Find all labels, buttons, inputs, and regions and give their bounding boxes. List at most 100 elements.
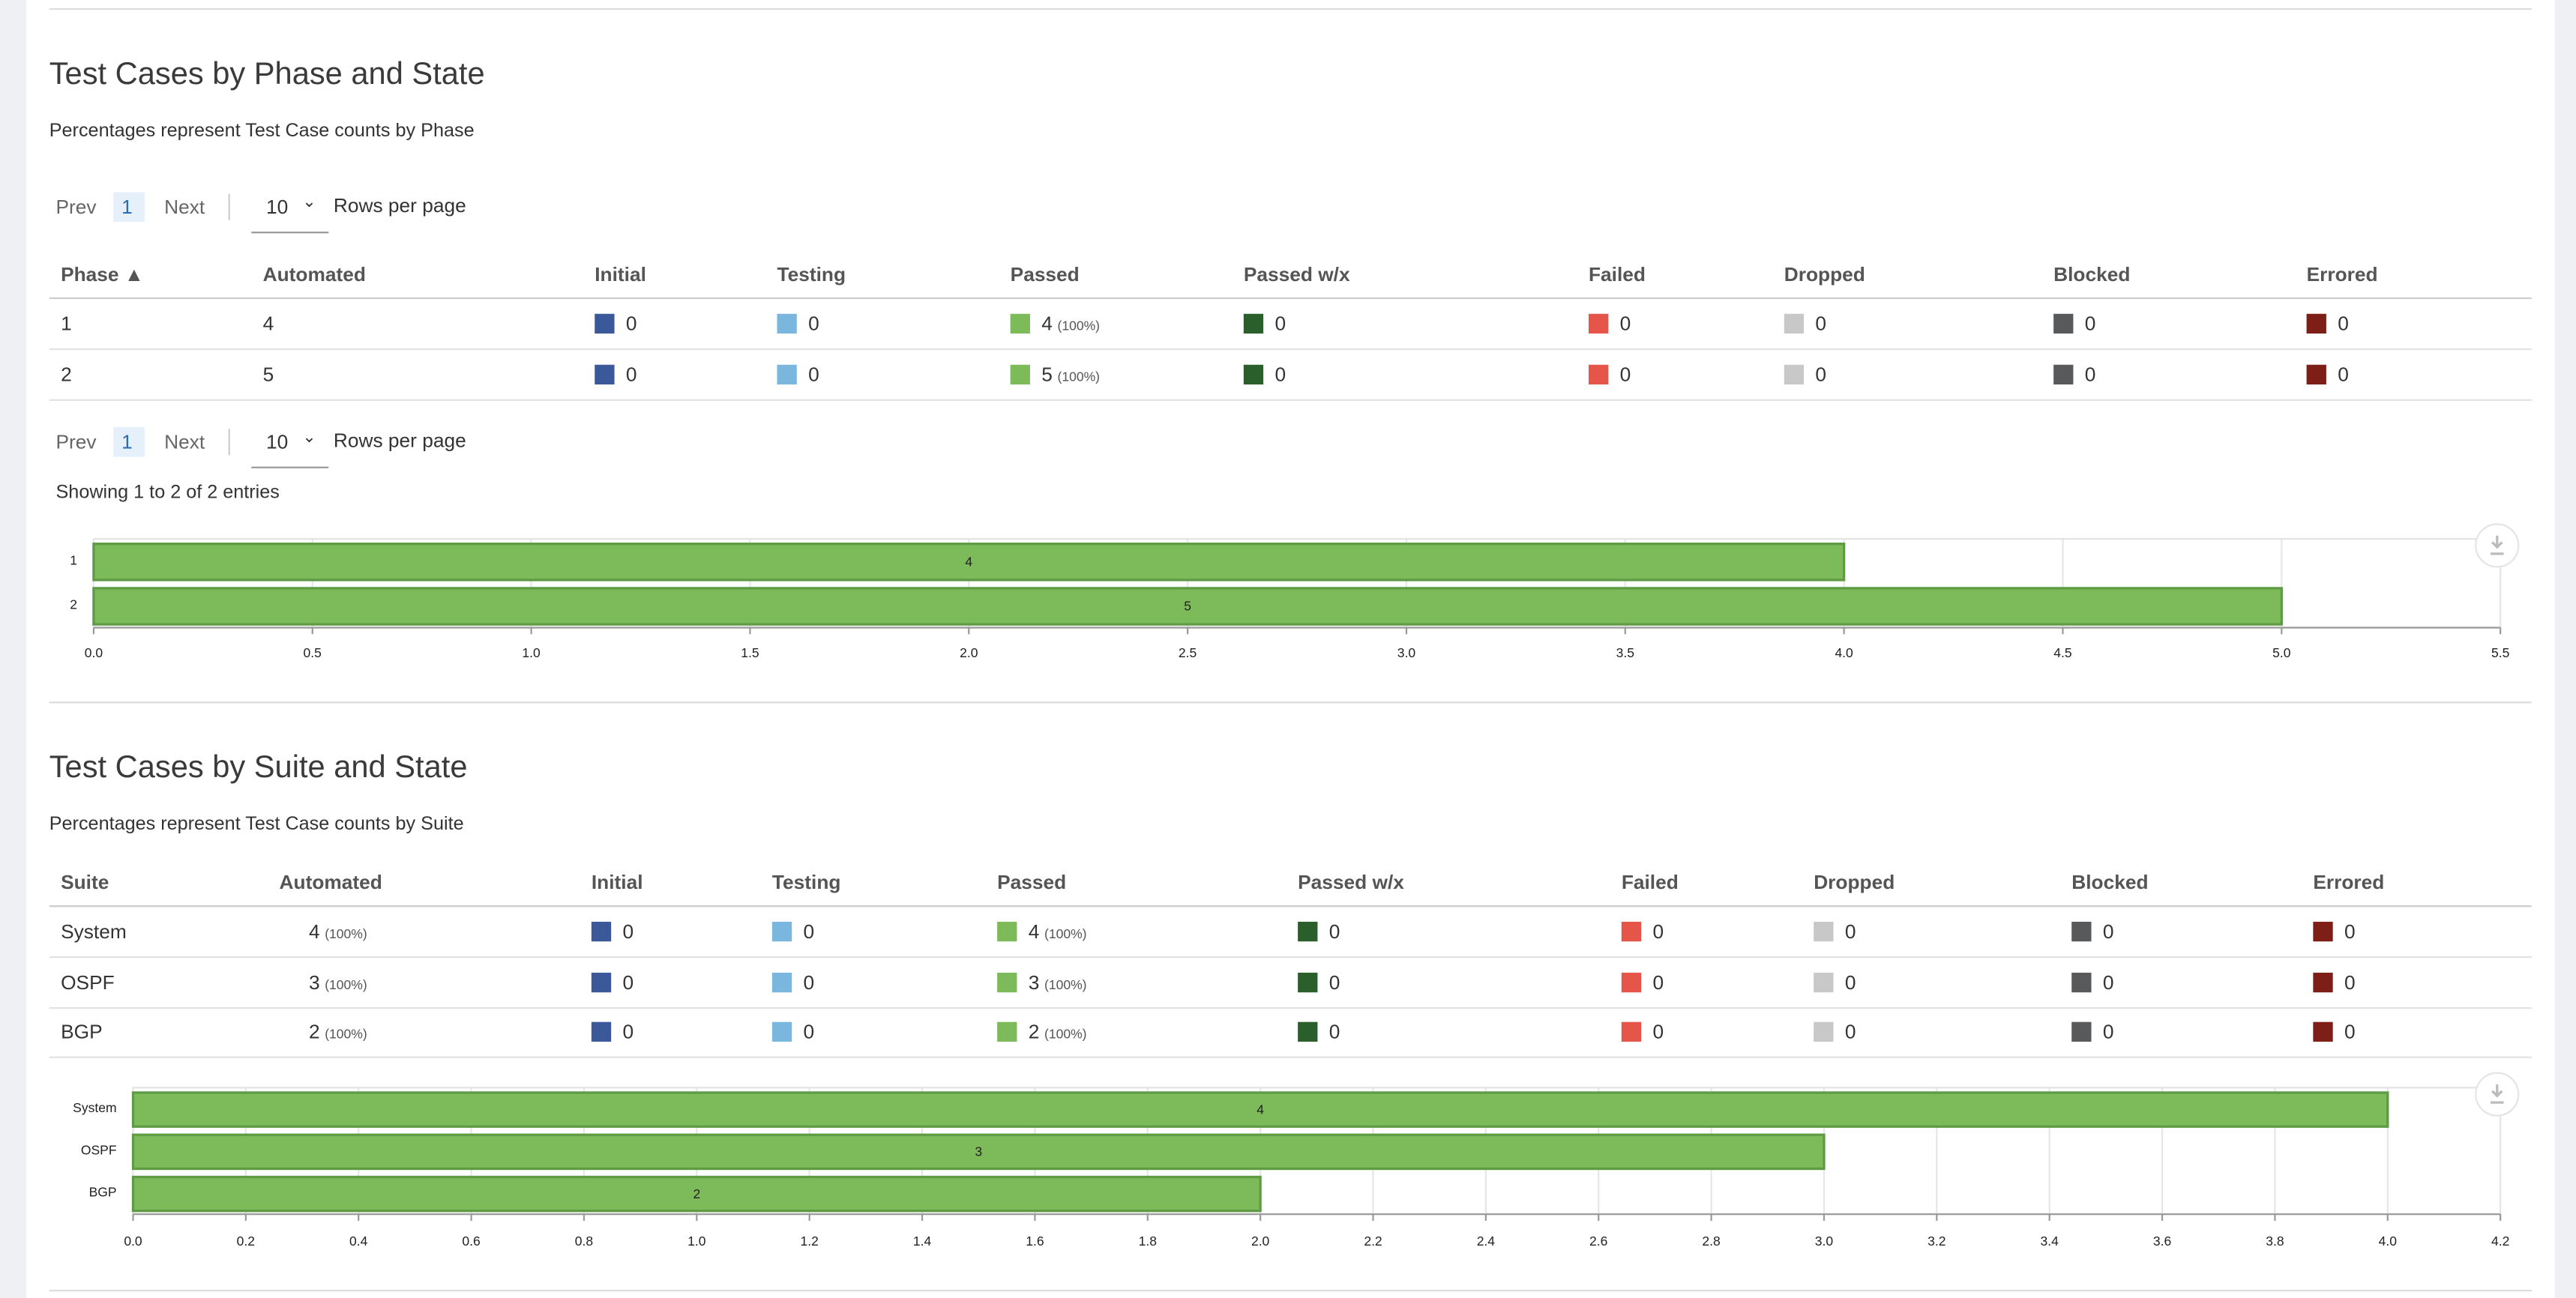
state-swatch [997, 921, 1017, 942]
cell-value: 5 (100%) [1041, 362, 1101, 386]
cell-value: 0 [803, 1020, 815, 1044]
state-swatch [771, 921, 792, 942]
cell-value: 0 [2338, 362, 2349, 386]
prev-button[interactable]: Prev [55, 430, 97, 454]
column-header[interactable]: Phase ▲ [61, 262, 144, 286]
state-swatch [771, 971, 792, 992]
state-swatch [1298, 921, 1318, 942]
chevron: ⌄ [302, 193, 316, 212]
x-tick-label: 0.0 [85, 645, 103, 660]
cell-value: 4 [262, 312, 274, 336]
section-subtitle: Percentages represent Test Case counts b… [49, 815, 464, 835]
column-header: Dropped [1784, 262, 1865, 286]
column-header: Testing [777, 262, 846, 286]
state-swatch [591, 1021, 612, 1042]
x-tick-label: 0.6 [462, 1234, 480, 1249]
cell-value: 0 [1844, 1020, 1856, 1044]
cell-note: (100%) [325, 976, 367, 992]
cell-value: BGP [61, 1020, 103, 1044]
cell-value: 0 [1844, 970, 1856, 994]
download-icon [2491, 1084, 2504, 1104]
x-tick-label: 1.8 [1139, 1234, 1157, 1249]
state-swatch [2053, 363, 2074, 384]
header-border [49, 297, 2532, 300]
rows-label: Rows per page [333, 429, 466, 452]
pager-separator [228, 429, 230, 456]
bar [131, 1091, 2389, 1128]
cell-value: 5 [262, 362, 274, 386]
state-swatch [2071, 1021, 2092, 1042]
cell-note: (100%) [1044, 1027, 1087, 1042]
cell-value: 4 (100%) [308, 920, 367, 944]
rows-select [251, 417, 329, 468]
cell-value: 0 [2102, 970, 2114, 994]
state-swatch [595, 313, 615, 334]
x-tick-label: 0.0 [124, 1234, 142, 1249]
state-swatch [1814, 971, 1834, 992]
state-swatch [2313, 921, 2333, 942]
column-header: Errored [2313, 870, 2385, 894]
cell-value: 3 (100%) [308, 970, 367, 994]
column-header: Passed w/x [1298, 870, 1404, 894]
cell-value: 0 [2102, 1020, 2114, 1044]
state-swatch [2053, 313, 2074, 334]
column-header: Initial [595, 262, 646, 286]
column-header: Blocked [2053, 262, 2131, 286]
state-swatch [2313, 1021, 2333, 1042]
column-header: Initial [591, 870, 643, 894]
column-header: Failed [1588, 262, 1646, 286]
cell-value: 0 [808, 362, 819, 386]
page-number[interactable]: 1 [121, 195, 133, 219]
cell-value: 4 (100%) [1028, 920, 1087, 944]
next-button[interactable]: Next [164, 195, 205, 219]
cell-value: 0 [1652, 970, 1664, 994]
y-tick-label: BGP [89, 1185, 117, 1200]
cell-value: 0 [1844, 920, 1856, 944]
bar-label: 5 [1184, 599, 1191, 614]
next-button[interactable]: Next [164, 430, 205, 454]
chevron: ⌄ [302, 429, 316, 447]
cell-value: 0 [2344, 920, 2356, 944]
state-swatch [2071, 971, 2092, 992]
x-tick-label: 2.0 [960, 645, 978, 660]
x-tick-label: 4.0 [2379, 1234, 2398, 1249]
row-border [49, 1056, 2532, 1058]
row-border [49, 348, 2532, 350]
cell-value: 0 [803, 920, 815, 944]
state-swatch [1588, 313, 1609, 334]
cell-value: 0 [622, 1020, 634, 1044]
x-tick-label: 0.5 [304, 645, 322, 660]
x-tick-label: 1.4 [913, 1234, 932, 1249]
x-tick-label: 3.8 [2266, 1234, 2284, 1249]
x-tick-label: 1.2 [801, 1234, 819, 1249]
divider [49, 701, 2532, 704]
rows-select-value[interactable]: 10 [265, 430, 289, 454]
state-swatch [997, 1021, 1017, 1042]
cell-note: (100%) [1057, 369, 1101, 384]
divider [49, 1290, 2532, 1292]
cell-note: (100%) [325, 1027, 367, 1042]
cell-value: 0 [1275, 362, 1287, 386]
x-tick-label: 2.6 [1589, 1234, 1607, 1249]
state-swatch [1814, 921, 1834, 942]
column-header: Automated [279, 870, 382, 894]
column-header: Automated [262, 262, 366, 286]
y-tick-label: System [73, 1100, 116, 1115]
rows-select [251, 182, 329, 234]
cell-value: 0 [1619, 362, 1631, 386]
cell-value: 2 [61, 362, 72, 386]
x-tick-label: 3.0 [1397, 645, 1416, 660]
column-header[interactable]: Suite [61, 870, 109, 894]
state-swatch [591, 971, 612, 992]
x-tick-label: 0.4 [349, 1234, 368, 1249]
prev-button[interactable]: Prev [55, 195, 97, 219]
cell-value: 0 [622, 920, 634, 944]
page-number[interactable]: 1 [121, 430, 133, 454]
cell-value: 0 [2084, 312, 2096, 336]
cell-value: 2 (100%) [308, 1020, 367, 1044]
state-swatch [591, 921, 612, 942]
row-border [49, 956, 2532, 959]
cell-value: 0 [1328, 970, 1340, 994]
rows-select-value[interactable]: 10 [265, 195, 289, 219]
